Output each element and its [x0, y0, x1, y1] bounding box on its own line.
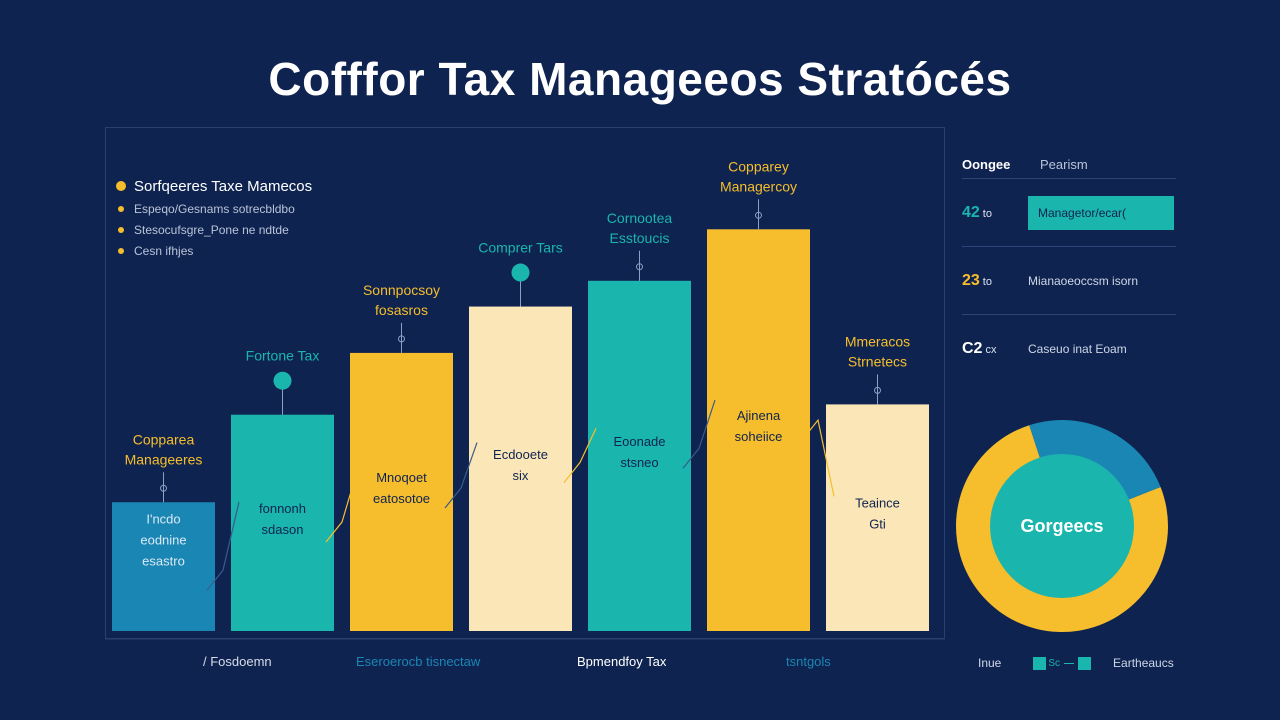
side-row-label: Caseuo inat Eoam: [1028, 341, 1127, 356]
x-axis-label: Bpmendfoy Tax: [577, 654, 667, 669]
marker-ring-icon: [636, 263, 643, 271]
side-row-number: 42 to: [962, 203, 992, 221]
legend-dot-icon: [118, 247, 124, 254]
donut-svg: [956, 420, 1168, 632]
side-row-label-highlight[interactable]: Managetor/ecar(: [1028, 195, 1174, 230]
side-panel: Oongee Pearism 42 to Managetor/ecar( 23 to…: [962, 150, 1176, 382]
x-axis-label: Eseroerocb tisnectaw: [356, 654, 481, 669]
bar: [231, 414, 334, 631]
bar-annotation: Mmeracos: [845, 333, 910, 349]
legend-item: Cesn ifhjes: [116, 240, 312, 261]
bar-annotation: Copparey: [728, 158, 789, 174]
bar-annotation: Cornootea: [607, 210, 673, 226]
legend-dot-icon: [118, 226, 124, 233]
bar-inner-label: Ecdooete: [493, 447, 548, 462]
marker-ring-icon: [755, 211, 762, 219]
side-row-label: Mianaoeoccsm isorn: [1028, 273, 1139, 288]
legend-dot-icon: [116, 181, 126, 191]
bar-annotation: Manageeres: [125, 451, 203, 467]
x-axis-labels: / Fosdoemn Eseroerocb tisnectaw Bpmendfo…: [0, 654, 1280, 674]
legend-item-label: Espeqo/Gesnams sotrecbldbo: [134, 201, 295, 216]
side-row: 42 to Managetor/ecar(: [962, 178, 1176, 246]
donut-legend-label: Inue: [978, 656, 1002, 670]
x-axis-label: / Fosdoemn: [203, 654, 272, 669]
bar: [826, 404, 929, 631]
donut-legend-label: Eartheaucs: [1113, 656, 1174, 670]
bar-inner-label: six: [513, 468, 529, 483]
donut-legend: Inue Sc Eartheaucs: [978, 656, 1174, 670]
donut-center-label: Gorgeecs: [1020, 515, 1104, 536]
side-row: C2 cx Caseuo inat Eoam: [962, 314, 1176, 382]
bar-inner-label: soheiice: [735, 429, 783, 444]
bar-annotation: fosasros: [375, 302, 428, 318]
donut-legend-label: Sc: [1048, 657, 1061, 669]
marker-dot-icon: [511, 263, 530, 282]
bar-inner-label: esastro: [142, 553, 185, 568]
side-row-number: C2 cx: [962, 339, 997, 357]
connector-line: [801, 418, 835, 497]
legend-item-label: Stesocufsgre_Pone ne ndtde: [134, 222, 289, 237]
connector-line: [206, 501, 240, 591]
bar-inner-label: stsneo: [620, 455, 658, 470]
side-header-title: Oongee: [962, 156, 1011, 172]
bar: [707, 229, 810, 632]
side-panel-header: Oongee Pearism: [962, 150, 1176, 178]
legend-item: Stesocufsgre_Pone ne ndtde: [116, 219, 312, 240]
bar-inner-label: Ajinena: [737, 408, 781, 423]
bar-inner-label: eatosotoe: [373, 491, 430, 506]
bar-inner-label: I'ncdo: [146, 511, 180, 526]
marker-ring-icon: [160, 484, 167, 492]
bar: [112, 502, 215, 631]
side-row: 23 to Mianaoeoccsm isorn: [962, 246, 1176, 314]
bar-inner-label: Eoonade: [613, 434, 665, 449]
connector-line: [563, 428, 597, 483]
legend-item-label: Cesn ifhjes: [134, 243, 194, 258]
legend-item-main: Sorfqeeres Taxe Mamecos: [116, 174, 312, 198]
donut-center: [990, 454, 1134, 598]
marker-ring-icon: [874, 386, 881, 394]
connector-line: [444, 442, 478, 509]
bar-annotation: Comprer Tars: [478, 240, 563, 256]
x-axis-label: tsntgols: [786, 654, 831, 669]
page-title: Cofffor Tax Manageeos Stratócés: [268, 53, 1012, 105]
legend-line-icon: [1064, 662, 1075, 664]
legend-main-label: Sorfqeeres Taxe Mamecos: [134, 177, 313, 195]
marker-ring-icon: [398, 335, 405, 343]
bar-inner-label: sdason: [262, 522, 304, 537]
chart-legend: Sorfqeeres Taxe Mamecos Espeqo/Gesnams s…: [116, 174, 312, 261]
bar-annotation: Managercoy: [720, 178, 797, 194]
connector-line: [325, 467, 359, 543]
bar-inner-label: Mnoqoet: [376, 470, 427, 485]
bar: [350, 352, 453, 631]
bar-annotation: Strnetecs: [848, 353, 907, 369]
bar: [588, 280, 691, 631]
donut-slice: [956, 425, 1168, 632]
side-header-subtitle: Pearism: [1040, 156, 1088, 172]
bar-annotation: Esstoucis: [610, 230, 670, 246]
marker-dot-icon: [273, 371, 292, 390]
legend-swatch-icon: [1078, 656, 1092, 670]
bar-annotation: Fortone Tax: [246, 348, 320, 364]
bar-annotation: Copparea: [133, 431, 195, 447]
legend-swatch-icon: [1033, 656, 1047, 670]
bar-annotation: Sonnpocsoy: [363, 282, 440, 298]
side-row-number: 23 to: [962, 271, 992, 289]
donut-slice: [1029, 420, 1161, 501]
bar-inner-label: Gti: [869, 517, 886, 532]
bar-inner-label: Teaince: [855, 496, 900, 511]
legend-dot-icon: [118, 205, 124, 212]
donut-chart: Gorgeecs: [956, 420, 1168, 632]
legend-item: Espeqo/Gesnams sotrecbldbo: [116, 198, 312, 219]
bar-inner-label: eodnine: [140, 532, 186, 547]
connector-line: [682, 399, 716, 469]
bar: [469, 306, 572, 631]
bar-inner-label: fonnonh: [259, 501, 306, 516]
